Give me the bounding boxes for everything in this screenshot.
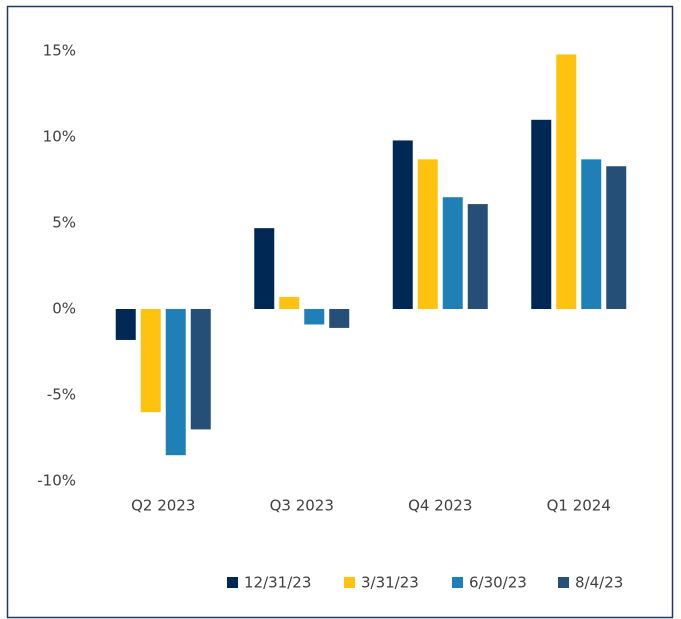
legend-swatch (344, 577, 355, 588)
y-tick-label: 0% (52, 300, 76, 318)
y-tick-label: -5% (47, 386, 76, 404)
legend-label: 12/31/23 (244, 574, 311, 592)
x-tick-label: Q4 2023 (408, 497, 472, 515)
bar (279, 296, 300, 309)
x-tick-label: Q3 2023 (270, 497, 334, 515)
legend-label: 3/31/23 (361, 574, 419, 592)
bar (417, 159, 438, 309)
bar (165, 309, 186, 456)
legend-label: 6/30/23 (469, 574, 527, 592)
y-tick-label: 5% (52, 214, 76, 232)
x-tick-label: Q2 2023 (131, 497, 195, 515)
legend-label: 8/4/23 (575, 574, 623, 592)
y-tick-label: -10% (37, 472, 76, 490)
x-tick-label: Q1 2024 (547, 497, 611, 515)
bar (606, 166, 627, 309)
legend-swatch (452, 577, 463, 588)
bar (190, 309, 211, 430)
bar (329, 309, 350, 328)
bar (304, 309, 325, 325)
bar (140, 309, 161, 413)
bar (254, 228, 275, 309)
legend-swatch (558, 577, 569, 588)
bar (581, 159, 602, 309)
legend-swatch (227, 577, 238, 588)
bar (392, 140, 413, 309)
bar (115, 309, 136, 340)
y-tick-label: 10% (43, 128, 76, 146)
bar (531, 119, 552, 309)
bar (556, 54, 577, 309)
bar (442, 197, 463, 309)
y-tick-label: 15% (43, 42, 76, 60)
bar (467, 204, 488, 309)
